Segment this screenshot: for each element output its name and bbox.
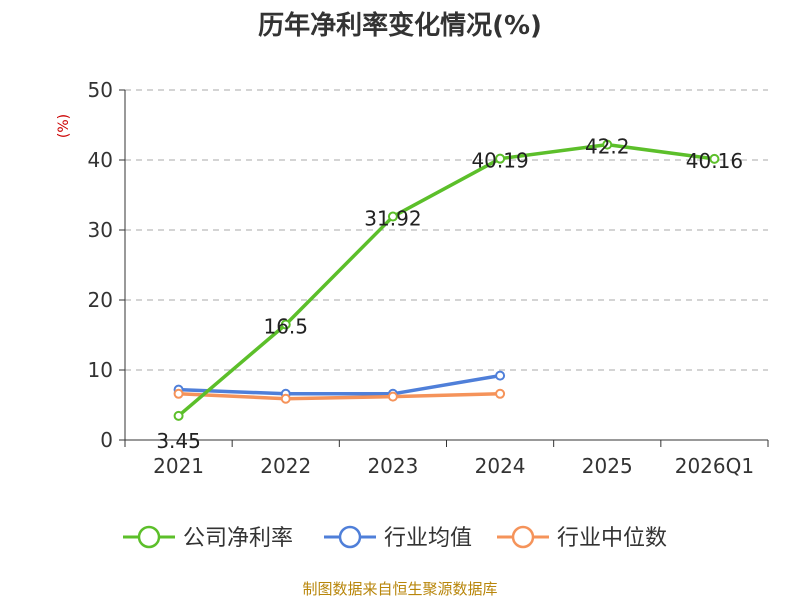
axes: 0 10 20 30 40 50 2021 2022 2023 2024 2025 2026Q1	[88, 78, 769, 478]
legend-item-0[interactable]: 公司净利率	[123, 525, 293, 551]
legend-item-2[interactable]: 行业中位数	[497, 525, 667, 551]
source-note: 制图数据来自恒生聚源数据库	[302, 580, 497, 598]
data-point	[280, 393, 291, 404]
series-line-1	[178, 373, 501, 396]
data-point	[495, 370, 506, 381]
x-tick-label: 2023	[367, 454, 418, 478]
data-point	[280, 319, 291, 330]
data-label: 40.19	[471, 149, 528, 173]
legend-marker	[511, 525, 535, 549]
y-tick-label: 10	[88, 358, 113, 382]
data-point	[173, 410, 184, 421]
data-point	[387, 391, 398, 402]
y-tick-label: 20	[88, 288, 113, 312]
legend-marker	[338, 525, 362, 549]
legend-label: 公司净利率	[183, 526, 293, 551]
data-point	[495, 153, 506, 164]
y-tick-label: 40	[88, 148, 113, 172]
legend[interactable]: 公司净利率 行业均值 行业中位数	[123, 525, 667, 551]
data-label: 16.5	[263, 315, 308, 339]
data-label: 31.92	[364, 207, 421, 231]
series-line-0	[177, 142, 715, 418]
series-line-2	[178, 392, 501, 401]
legend-item-1[interactable]: 行业均值	[324, 525, 472, 551]
x-tick-label: 2021	[153, 454, 204, 478]
x-tick-label: 2022	[260, 454, 311, 478]
data-label: 3.45	[156, 429, 201, 453]
data-point	[387, 211, 398, 222]
x-tick-label: 2026Q1	[675, 454, 754, 478]
data-point	[602, 139, 613, 150]
data-point	[495, 388, 506, 399]
legend-label: 行业中位数	[557, 526, 667, 551]
y-axis-unit: (%)	[56, 114, 72, 138]
gridlines	[125, 89, 768, 371]
data-label: 40.16	[686, 149, 743, 173]
data-point	[709, 153, 720, 164]
y-tick-label: 50	[88, 78, 113, 102]
x-tick-label: 2025	[582, 454, 633, 478]
series-layer	[173, 139, 720, 421]
legend-marker	[137, 525, 161, 549]
data-point	[173, 388, 184, 399]
y-tick-label: 0	[100, 428, 113, 452]
data-labels: 3.45 16.5 31.92 40.19 42.2 40.16	[156, 135, 743, 453]
chart-title: 历年净利率变化情况(%)	[258, 10, 542, 41]
x-tick-label: 2024	[475, 454, 526, 478]
data-label: 42.2	[585, 135, 630, 159]
legend-label: 行业均值	[384, 526, 472, 551]
y-tick-label: 30	[88, 218, 113, 242]
